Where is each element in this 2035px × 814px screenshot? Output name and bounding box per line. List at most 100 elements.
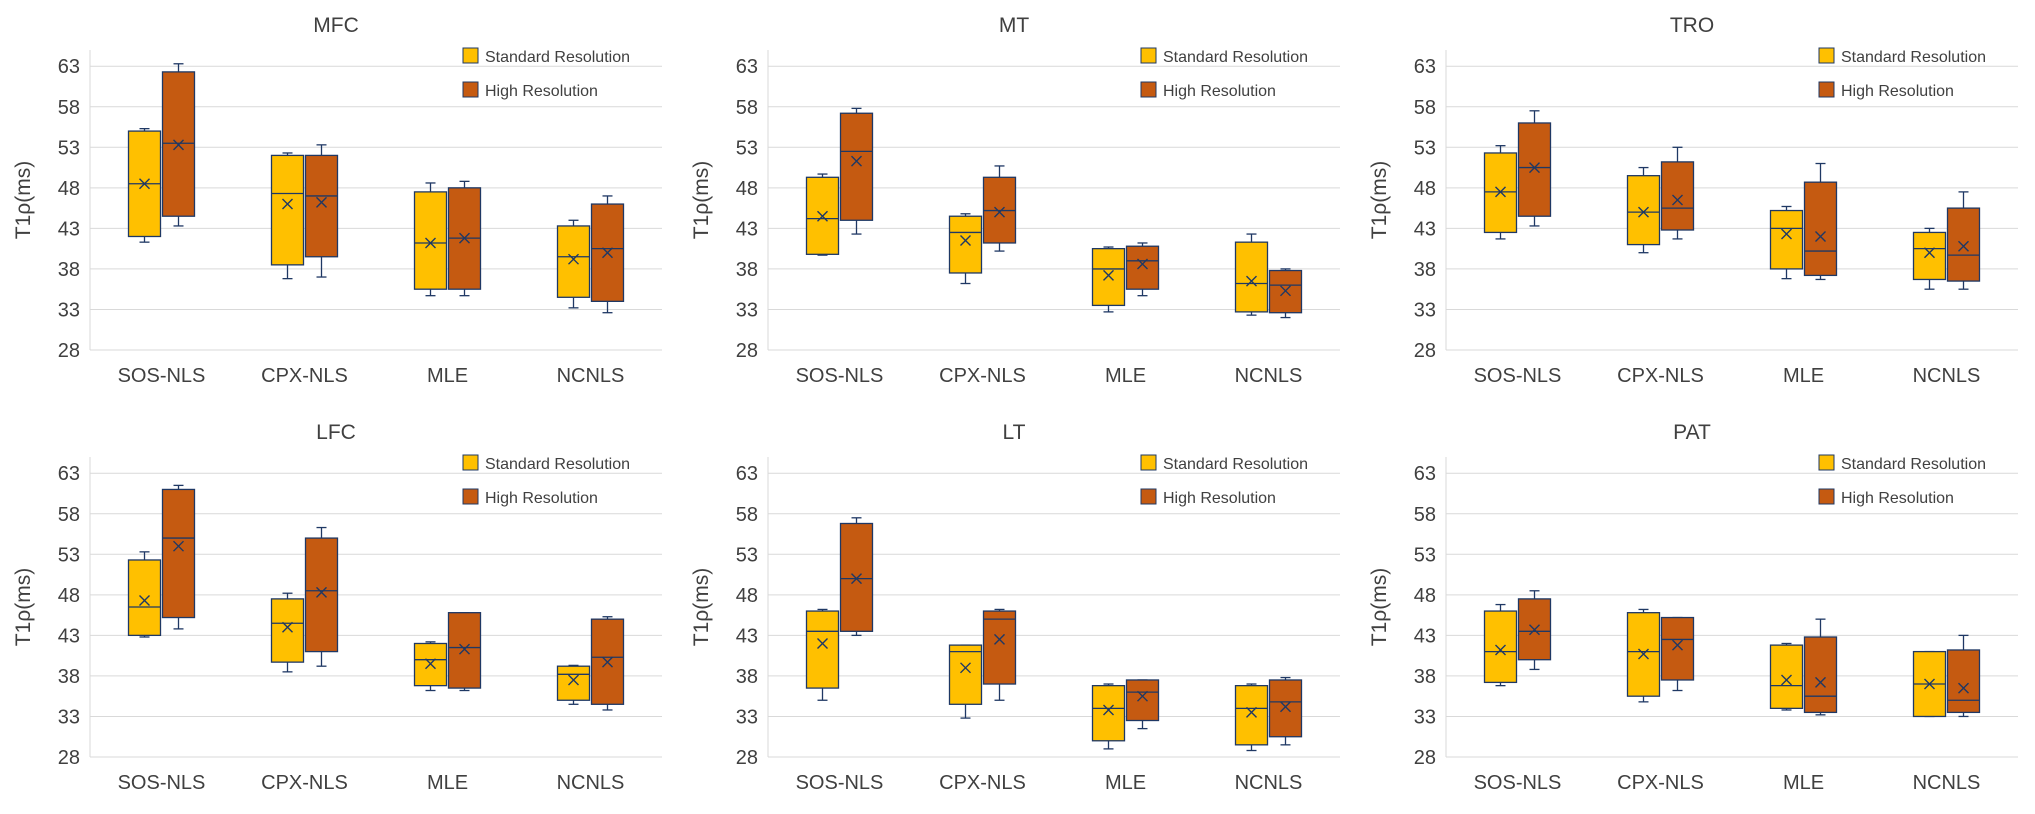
mean-marker: [1638, 648, 1649, 660]
box-high-ncnls: [590, 616, 625, 711]
y-tick-label: 48: [1414, 585, 1436, 607]
box-iqr: [1234, 241, 1269, 313]
mean-marker: [316, 586, 327, 598]
box-standard-sos-nls: [127, 551, 162, 638]
mean-marker: [568, 253, 579, 265]
y-tick-label: 43: [736, 218, 758, 240]
chart-title: LFC: [316, 421, 356, 444]
box-iqr: [304, 154, 339, 258]
box-iqr: [1660, 616, 1695, 681]
x-category-label: NCNLS: [1913, 772, 1981, 794]
box-iqr: [1091, 247, 1126, 307]
y-tick-label: 33: [1414, 299, 1436, 321]
box-standard-sos-nls: [127, 127, 162, 243]
box-iqr: [1912, 231, 1947, 281]
box-high-sos-nls: [839, 107, 874, 235]
mean-marker: [459, 643, 470, 655]
box-high-ncnls: [1268, 676, 1303, 746]
mean-marker: [1495, 644, 1506, 656]
box-iqr: [839, 522, 874, 632]
box-standard-sos-nls: [805, 173, 840, 256]
y-tick-label: 63: [1414, 56, 1436, 78]
x-category-label: SOS-NLS: [796, 772, 884, 794]
box-iqr: [1626, 612, 1661, 697]
mean-marker: [851, 155, 862, 167]
box-iqr: [1769, 644, 1804, 710]
box-high-ncnls: [1268, 268, 1303, 319]
box-iqr: [270, 598, 305, 663]
y-axis-label: T1ρ(ms): [690, 568, 713, 646]
chart-svg: MT T1ρ(ms) 28 33 38 43 48 53 58 63 SOS-NLS CPX-NLS M…: [690, 14, 1340, 387]
box-high-cpx-nls: [304, 144, 339, 278]
y-tick-label: 38: [736, 666, 758, 688]
y-tick-label: 43: [1414, 218, 1436, 240]
box-iqr: [948, 215, 983, 274]
box-standard-mle: [1769, 205, 1804, 280]
mean-marker: [602, 247, 613, 259]
box-iqr: [413, 191, 448, 290]
y-tick-label: 63: [1414, 463, 1436, 485]
mean-marker: [1815, 230, 1826, 242]
mean-marker: [1924, 678, 1935, 690]
mean-marker: [316, 196, 327, 208]
box-standard-ncnls: [1234, 233, 1269, 316]
x-category-label: CPX-NLS: [261, 365, 348, 387]
legend-swatch-high: [462, 81, 479, 98]
box-high-sos-nls: [1517, 590, 1552, 671]
y-tick-label: 33: [1414, 706, 1436, 728]
x-category-label: MLE: [1783, 365, 1824, 387]
legend-swatch-high: [462, 488, 479, 505]
mean-marker: [817, 210, 828, 222]
box-standard-mle: [1091, 683, 1126, 750]
box-high-ncnls: [590, 195, 625, 314]
mean-marker: [960, 235, 971, 247]
chart-title: PAT: [1673, 421, 1711, 444]
box-standard-ncnls: [1912, 650, 1947, 718]
mean-marker: [173, 540, 184, 552]
y-tick-label: 58: [1414, 97, 1436, 119]
y-tick-label: 33: [58, 706, 80, 728]
box-iqr: [1517, 122, 1552, 217]
mean-marker: [173, 139, 184, 151]
box-iqr: [1946, 649, 1981, 714]
y-tick-label: 53: [736, 544, 758, 566]
box-standard-ncnls: [556, 219, 591, 309]
mean-marker: [1958, 682, 1969, 694]
box-high-mle: [1125, 679, 1160, 730]
mean-marker: [1137, 258, 1148, 270]
box-standard-cpx-nls: [270, 592, 305, 673]
chart-svg: PAT T1ρ(ms) 28 33 38 43 48 53 58 63 SOS-NLS CPX-NLS…: [1368, 421, 2018, 794]
legend-swatch-standard: [1140, 47, 1157, 64]
y-tick-label: 48: [736, 585, 758, 607]
mean-marker: [1103, 704, 1114, 716]
box-high-cpx-nls: [304, 526, 339, 667]
box-high-cpx-nls: [1660, 616, 1695, 692]
y-tick-label: 63: [58, 463, 80, 485]
y-tick-label: 43: [58, 218, 80, 240]
box-iqr: [1660, 161, 1695, 231]
box-iqr: [161, 488, 196, 619]
legend-swatch-high: [1140, 488, 1157, 505]
box-standard-ncnls: [556, 664, 591, 705]
x-category-label: CPX-NLS: [261, 772, 348, 794]
box-high-ncnls: [1946, 634, 1981, 718]
box-standard-sos-nls: [1483, 603, 1518, 687]
mean-marker: [1495, 186, 1506, 198]
chart-panel-mfc: MFC T1ρ(ms) 28 33 38 43 48 53 58 63 SOS-NLS CPX-NLS…: [0, 0, 678, 407]
y-tick-label: 63: [736, 463, 758, 485]
box-standard-cpx-nls: [1626, 166, 1661, 254]
mean-marker: [425, 237, 436, 249]
box-iqr: [1803, 181, 1838, 277]
y-tick-label: 28: [58, 747, 80, 769]
box-iqr: [590, 618, 625, 705]
box-standard-mle: [413, 182, 448, 297]
mean-marker: [1280, 285, 1291, 297]
legend-label-standard: Standard Resolution: [485, 49, 630, 66]
box-high-cpx-nls: [1660, 146, 1695, 240]
box-iqr: [1125, 679, 1160, 722]
box-standard-cpx-nls: [1626, 608, 1661, 703]
mean-marker: [568, 674, 579, 686]
x-category-label: SOS-NLS: [796, 365, 884, 387]
box-standard-cpx-nls: [948, 644, 983, 719]
y-axis-label: T1ρ(ms): [1368, 161, 1391, 239]
